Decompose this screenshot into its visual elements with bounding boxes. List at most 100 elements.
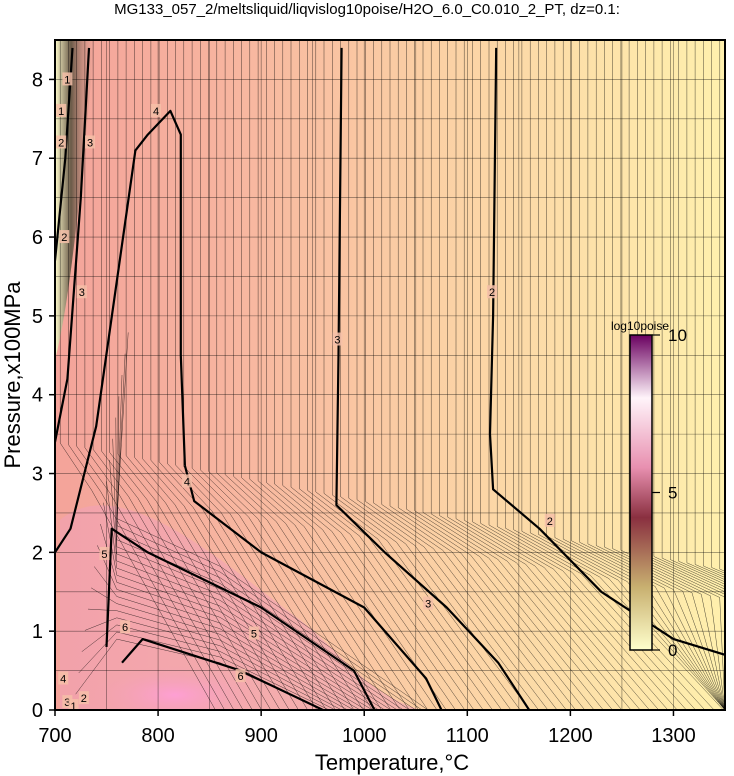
contour-label-box: [59, 230, 70, 244]
thin-contour-line: [365, 40, 558, 710]
thin-contour-line: [116, 353, 423, 710]
thin-contour-line: [224, 40, 401, 710]
thin-contour-line: [84, 617, 342, 710]
contour-label-box: [58, 671, 69, 685]
thin-contour-line: [686, 40, 725, 710]
x-axis-ticks: 700 800 900 1000 1100 1200 1300: [38, 710, 696, 747]
contour-line-4: [183, 465, 443, 710]
contour-label-box: [62, 72, 73, 86]
thin-contour-line: [356, 40, 549, 710]
labeled-contour-lines: [55, 47, 725, 710]
thin-contour-line: [472, 40, 678, 710]
contour-label: 4: [184, 476, 190, 488]
y-tick-label: 8: [32, 69, 43, 91]
contour-label: 4: [60, 673, 66, 685]
thin-contour-line: [84, 40, 244, 710]
colorbar-tick-label: 10: [668, 326, 687, 345]
chart-title: MG133_057_2/meltsliquid/liqvislog10poise…: [114, 1, 620, 18]
thin-contour-line: [274, 40, 456, 710]
thin-contour-line: [112, 438, 398, 710]
thin-contour-line: [175, 40, 345, 710]
thin-contour-line: [480, 40, 687, 710]
thin-contour-line: [87, 608, 348, 710]
colorbar: log10poise 0 5 10: [611, 319, 687, 660]
thin-contour-line: [282, 40, 466, 710]
contour-label-box: [332, 332, 343, 346]
thin-contour-line: [373, 40, 567, 710]
thin-contour-line: [529, 40, 725, 710]
contour-label: 5: [101, 549, 107, 561]
contour-line-3: [335, 47, 531, 710]
contour-label-box: [76, 285, 87, 299]
thin-contour-line: [513, 40, 724, 710]
y-tick-label: 7: [32, 148, 43, 170]
contour-label-box: [56, 135, 67, 149]
contour-label-box: [85, 135, 96, 149]
colorbar-scale: [629, 334, 653, 651]
thin-contour-line: [653, 40, 725, 710]
thin-contour-line: [340, 40, 530, 710]
contour-label: 2: [58, 137, 64, 149]
thin-contour-line: [109, 40, 272, 710]
thin-contour-line: [661, 40, 725, 710]
contour-label-box: [151, 103, 162, 117]
thin-contour-line: [538, 40, 725, 710]
contour-label: 2: [547, 516, 553, 528]
y-tick-label: 1: [32, 621, 43, 643]
thin-contour-line: [678, 40, 725, 710]
contour-label-box: [544, 513, 555, 527]
thin-contour-line: [208, 40, 382, 710]
thin-contour-line: [579, 40, 725, 710]
y-tick-label: 0: [32, 700, 43, 722]
contour-label: 5: [251, 629, 257, 641]
contour-label-box: [181, 474, 192, 488]
thin-contour-line: [233, 40, 410, 710]
thin-contour-line: [670, 40, 725, 710]
thin-contour-line: [103, 502, 379, 710]
contour-label-box: [62, 695, 73, 709]
plot-frame: [54, 39, 726, 711]
contour-label-box: [120, 620, 131, 634]
thin-contour-line: [134, 40, 299, 710]
thin-contour-line: [414, 40, 613, 710]
y-tick-label: 4: [32, 385, 43, 407]
x-tick-label: 1000: [342, 725, 387, 747]
contour-label: 4: [153, 106, 159, 118]
thin-contour-line: [249, 40, 429, 710]
y-axis-label: Pressure,x100MPa: [0, 281, 25, 469]
x-tick-label: 1100: [446, 725, 489, 747]
thin-contour-line: [637, 40, 725, 710]
thin-contour-line: [142, 40, 308, 710]
contour-label: 3: [79, 287, 85, 299]
contour-line-4: [55, 109, 186, 554]
thin-contour-line: [115, 417, 404, 710]
thin-contour-line: [397, 40, 595, 710]
contour-label: 1: [58, 106, 64, 118]
thin-contour-line: [711, 40, 725, 710]
thin-contour-line: [694, 40, 725, 710]
thin-contour-line: [628, 40, 725, 710]
contour-label: 2: [81, 693, 87, 705]
thin-contour-line: [439, 40, 641, 710]
thin-contour-line: [719, 40, 725, 710]
x-tick-label: 800: [141, 725, 174, 747]
thin-contour-line: [645, 40, 725, 710]
contour-line-3: [55, 47, 91, 443]
thin-contour-line: [191, 40, 364, 710]
thin-contour-line: [546, 40, 725, 710]
thin-contour-line: [422, 40, 622, 710]
y-tick-label: 3: [32, 464, 43, 486]
thin-contour-line: [323, 40, 512, 710]
thin-contour-line: [348, 40, 539, 710]
thin-contour-line: [94, 566, 361, 710]
colorbar-tick-label: 5: [668, 484, 677, 503]
contour-label: 6: [122, 622, 128, 634]
contour-label: 6: [237, 671, 243, 683]
thin-contour-line: [299, 40, 484, 710]
contour-label: 1: [70, 701, 76, 713]
x-tick-label: 900: [244, 725, 277, 747]
x-axis-label: Temperature,°C: [315, 750, 469, 775]
thin-contour-line: [117, 40, 281, 710]
